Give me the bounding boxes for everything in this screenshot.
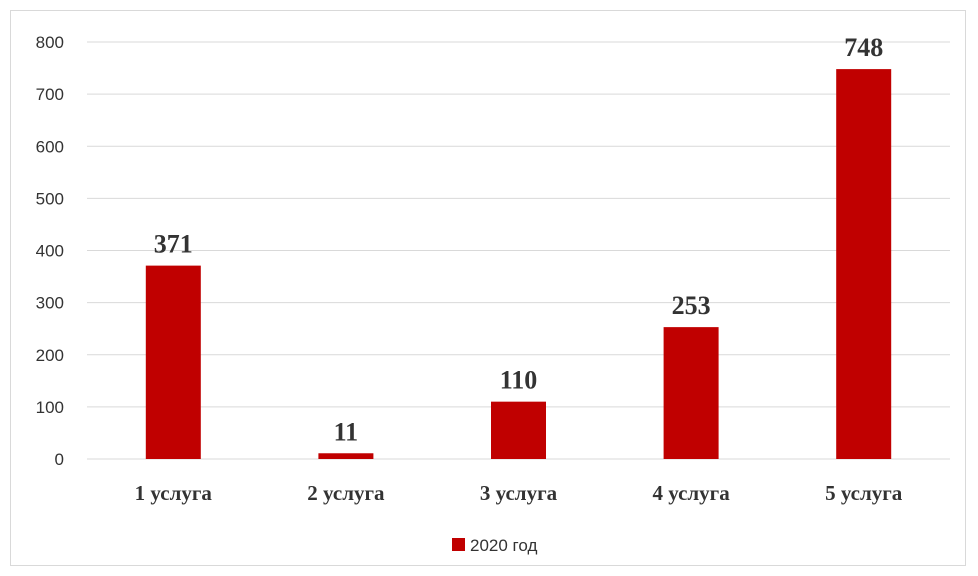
bar [663, 327, 719, 459]
y-tick-label: 600 [36, 137, 64, 156]
x-category-label: 5 услуга [825, 481, 903, 505]
data-labels: 371 11 110 253 748 [154, 33, 883, 446]
x-category-label: 1 услуга [135, 481, 213, 505]
bar [836, 69, 892, 459]
y-tick-label: 700 [36, 85, 64, 104]
data-label: 110 [500, 366, 538, 395]
data-label: 748 [844, 33, 883, 62]
y-tick-label: 0 [55, 450, 64, 469]
y-tick-label: 500 [36, 189, 64, 208]
bar [145, 265, 201, 459]
bar [318, 453, 374, 459]
y-axis-ticks: 0 100 200 300 400 500 600 700 800 [36, 33, 64, 469]
data-label: 253 [672, 291, 711, 320]
legend: 2020 год [452, 536, 537, 555]
x-category-label: 2 услуга [307, 481, 385, 505]
x-axis-categories: 1 услуга 2 услуга 3 услуга 4 услуга 5 услуга [135, 481, 903, 505]
legend-swatch [452, 538, 465, 551]
gridlines [87, 41, 950, 460]
data-label: 371 [154, 230, 193, 259]
x-category-label: 4 услуга [652, 481, 730, 505]
bars [145, 69, 892, 459]
bar [491, 401, 546, 459]
data-label: 11 [334, 417, 359, 446]
y-tick-label: 800 [36, 33, 64, 52]
legend-label: 2020 год [470, 536, 537, 555]
y-tick-label: 400 [36, 242, 64, 261]
y-tick-label: 300 [36, 294, 64, 313]
y-tick-label: 100 [36, 398, 64, 417]
y-tick-label: 200 [36, 346, 64, 365]
x-category-label: 3 услуга [480, 481, 558, 505]
